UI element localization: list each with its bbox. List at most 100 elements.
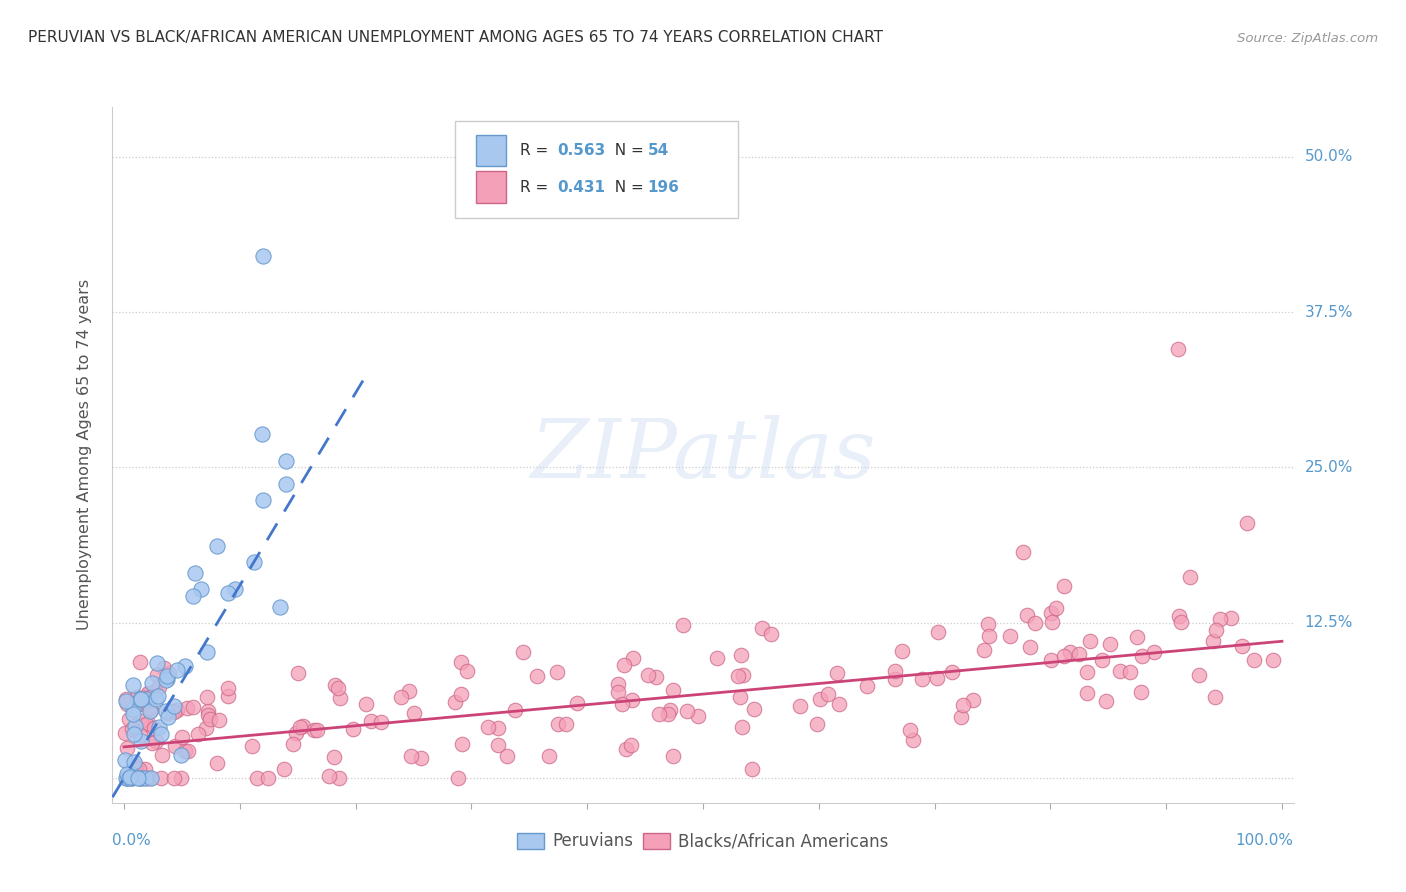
Point xyxy=(139,771,162,785)
Point xyxy=(486,721,509,735)
Point xyxy=(166,703,188,717)
Point xyxy=(115,692,138,706)
Point xyxy=(637,668,659,682)
Point xyxy=(1098,637,1121,651)
Text: 0.0%: 0.0% xyxy=(112,833,152,848)
Point xyxy=(1126,630,1149,644)
Point xyxy=(118,712,141,726)
Point xyxy=(1236,516,1258,531)
Point xyxy=(243,555,266,569)
Point xyxy=(1053,579,1076,593)
Point xyxy=(129,714,152,729)
Point xyxy=(360,714,382,729)
Point xyxy=(1024,615,1046,630)
Point xyxy=(124,755,146,769)
Point xyxy=(129,734,152,748)
Point xyxy=(1011,545,1033,559)
Point xyxy=(143,684,166,698)
Point xyxy=(139,704,162,718)
Point xyxy=(399,749,422,764)
Point xyxy=(124,767,146,781)
Point xyxy=(305,723,328,737)
Point xyxy=(125,758,148,772)
Point xyxy=(190,582,212,597)
Point xyxy=(1076,665,1098,679)
Point xyxy=(526,669,548,683)
Point xyxy=(148,720,170,734)
Point xyxy=(1129,684,1152,698)
Point xyxy=(1167,609,1189,624)
Point xyxy=(950,709,973,723)
Point xyxy=(155,704,177,718)
Point xyxy=(115,766,138,780)
Point xyxy=(134,771,156,785)
Point xyxy=(181,590,204,604)
Point xyxy=(1095,694,1118,708)
Point xyxy=(217,586,239,600)
Point xyxy=(122,768,145,782)
Point xyxy=(977,629,1000,643)
Point xyxy=(616,741,638,756)
Point xyxy=(688,709,710,723)
Point xyxy=(273,762,295,776)
Point xyxy=(496,749,519,764)
Point xyxy=(1045,601,1067,615)
Point xyxy=(127,690,149,704)
Point xyxy=(900,723,922,738)
Point xyxy=(195,721,218,735)
Point xyxy=(1220,610,1243,624)
Point xyxy=(1263,653,1285,667)
Point xyxy=(288,720,311,734)
Point xyxy=(120,771,142,785)
Point xyxy=(274,453,297,467)
Text: 50.0%: 50.0% xyxy=(1305,149,1353,164)
Point xyxy=(751,621,773,635)
Text: N =: N = xyxy=(605,143,648,158)
Point xyxy=(129,655,152,669)
Point xyxy=(176,743,198,757)
Point xyxy=(817,687,839,701)
Point xyxy=(134,691,156,706)
Point xyxy=(1205,623,1227,637)
Point xyxy=(127,771,149,785)
Point xyxy=(444,695,467,709)
Point xyxy=(139,703,162,717)
Point xyxy=(318,769,340,783)
Point xyxy=(741,763,763,777)
Point xyxy=(1204,690,1226,704)
Point xyxy=(156,710,179,724)
Point xyxy=(901,732,924,747)
Point xyxy=(648,706,671,721)
Point xyxy=(323,750,346,764)
Point xyxy=(170,731,193,745)
Text: Source: ZipAtlas.com: Source: ZipAtlas.com xyxy=(1237,31,1378,45)
Point xyxy=(1188,668,1211,682)
Point xyxy=(136,686,159,700)
Point xyxy=(486,739,509,753)
Point xyxy=(512,645,534,659)
Point xyxy=(148,681,170,695)
Point xyxy=(884,664,907,678)
Point xyxy=(129,771,152,785)
Text: 54: 54 xyxy=(648,143,669,158)
Point xyxy=(122,706,145,721)
Point xyxy=(205,756,228,770)
Point xyxy=(398,684,420,698)
Point xyxy=(114,753,136,767)
Point xyxy=(197,704,219,718)
Point xyxy=(224,582,246,596)
Point xyxy=(342,723,364,737)
Point xyxy=(962,693,984,707)
Point xyxy=(129,691,152,706)
Point xyxy=(1015,607,1038,622)
Point xyxy=(114,694,136,708)
Point xyxy=(129,771,152,785)
Point xyxy=(155,673,177,687)
Point xyxy=(157,665,180,680)
Point xyxy=(450,655,472,669)
Point xyxy=(941,665,963,679)
Point xyxy=(731,667,754,681)
Point xyxy=(166,663,188,677)
Point xyxy=(195,690,218,705)
Point xyxy=(163,706,186,720)
